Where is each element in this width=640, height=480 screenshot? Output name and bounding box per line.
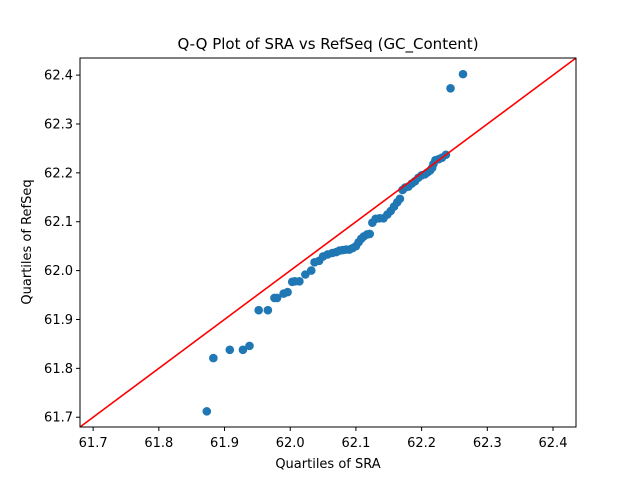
- data-point: [238, 345, 248, 355]
- data-point: [209, 353, 218, 363]
- data-point: [202, 407, 212, 416]
- scatter-points: [202, 69, 468, 416]
- x-axis-title: Quartiles of SRA: [275, 457, 380, 472]
- data-point: [446, 84, 455, 93]
- y-tick-label: 62.2: [44, 166, 73, 181]
- y-tick-label: 62.4: [44, 69, 73, 84]
- data-point: [395, 194, 405, 204]
- data-point: [458, 69, 468, 79]
- data-point: [254, 305, 263, 315]
- x-tick-label: 62.3: [473, 436, 502, 451]
- y-tick-label: 61.7: [44, 411, 73, 426]
- data-point: [272, 293, 282, 303]
- data-point: [225, 345, 235, 355]
- y-axis-title: Quartiles of RefSeq: [20, 179, 35, 304]
- x-tick-label: 62.1: [341, 436, 370, 451]
- y-axis-ticks: 61.7 61.8 61.9 62.0 62.1 62.2 62.3 62.4: [44, 69, 80, 426]
- chart-title: Q-Q Plot of SRA vs RefSeq (GC_Content): [177, 35, 478, 54]
- y-tick-label: 61.9: [44, 313, 73, 328]
- reference-line-layer: [79, 57, 577, 428]
- x-tick-label: 61.8: [144, 436, 173, 451]
- data-point: [306, 266, 316, 275]
- y-tick-label: 62.3: [44, 117, 73, 132]
- y-tick-label: 62.0: [44, 264, 73, 279]
- plot-frame: [79, 57, 577, 428]
- data-point: [283, 287, 292, 297]
- data-point: [295, 277, 304, 286]
- reference-line: [79, 57, 577, 428]
- y-tick-label: 62.1: [44, 215, 73, 230]
- x-tick-label: 62.0: [276, 436, 305, 451]
- x-tick-label: 61.9: [210, 436, 239, 451]
- x-axis-ticks: 61.7 61.8 61.9 62.0 62.1 62.2 62.3 62.4: [79, 427, 568, 451]
- data-point: [365, 229, 375, 239]
- data-point: [245, 341, 254, 351]
- x-tick-label: 62.4: [539, 436, 568, 451]
- x-tick-label: 62.2: [407, 436, 436, 451]
- y-tick-label: 61.8: [44, 362, 73, 377]
- data-point: [263, 305, 273, 315]
- x-tick-label: 61.7: [79, 436, 108, 451]
